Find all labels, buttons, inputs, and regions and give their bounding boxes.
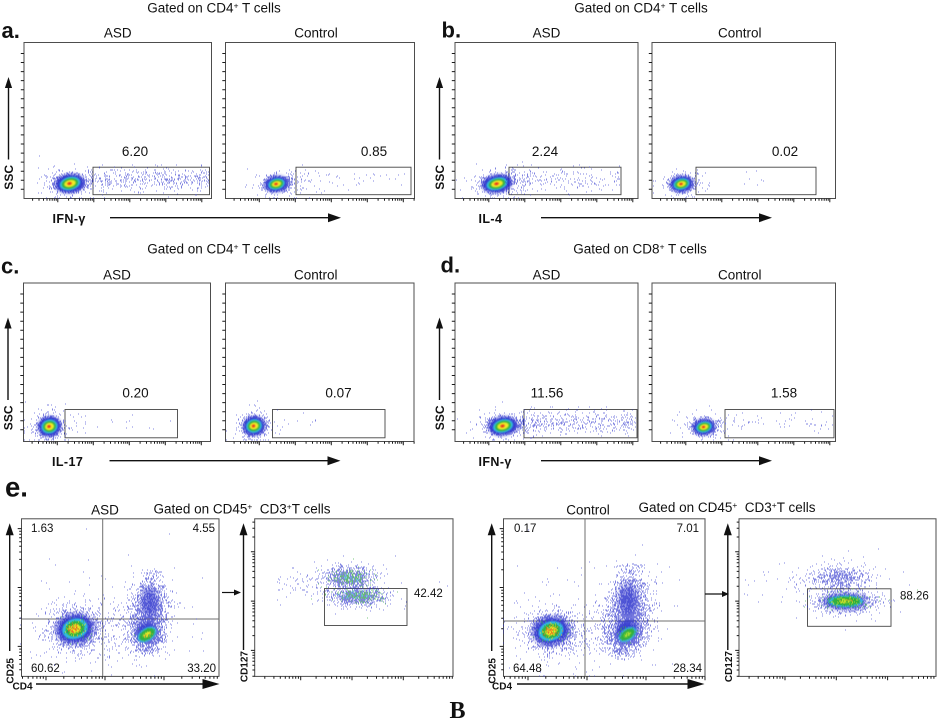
svg-text:ASD: ASD	[533, 26, 561, 41]
svg-text:CD127: CD127	[240, 651, 251, 683]
svg-text:ASD: ASD	[103, 268, 131, 283]
svg-text:Gated on CD4+​ T cells: Gated on CD4+​ T cells	[147, 1, 281, 16]
svg-text:4.55: 4.55	[193, 523, 215, 535]
svg-text:Gated on CD4+​ T cells: Gated on CD4+​ T cells	[574, 1, 708, 16]
svg-text:Gated on CD8+​ T cells: Gated on CD8+​ T cells	[573, 242, 707, 257]
svg-text:Control: Control	[718, 268, 762, 283]
svg-text:64.48: 64.48	[513, 663, 542, 675]
svg-text:60.62: 60.62	[31, 663, 60, 675]
svg-text:Control: Control	[294, 268, 338, 283]
svg-text:CD4: CD4	[492, 682, 512, 693]
svg-text:a.: a.	[2, 18, 20, 43]
svg-text:0.20: 0.20	[122, 386, 148, 401]
svg-text:7.01: 7.01	[677, 523, 699, 535]
svg-text:11.56: 11.56	[531, 386, 564, 401]
svg-text:c.: c.	[1, 254, 19, 279]
svg-text:28.34: 28.34	[673, 663, 702, 675]
svg-text:0.07: 0.07	[325, 386, 351, 401]
svg-text:e.: e.	[5, 472, 28, 503]
svg-text:Gated on CD45+​ CD3+​T cells: Gated on CD45+​ CD3+​T cells	[154, 502, 331, 517]
svg-text:ASD: ASD	[91, 503, 119, 518]
svg-text:IFN-γ: IFN-γ	[479, 455, 512, 469]
svg-text:CD25: CD25	[488, 658, 499, 684]
svg-text:IL-4: IL-4	[479, 212, 503, 226]
svg-text:Gated on CD45+​ CD3+​T cells: Gated on CD45+​ CD3+​T cells	[639, 500, 816, 515]
svg-text:6.20: 6.20	[122, 144, 148, 159]
svg-text:SSC: SSC	[433, 405, 447, 430]
svg-text:SSC: SSC	[2, 165, 16, 190]
svg-text:ASD: ASD	[533, 268, 561, 283]
svg-text:Gated on CD4+​ T cells: Gated on CD4+​ T cells	[147, 242, 281, 257]
svg-text:SSC: SSC	[433, 165, 447, 190]
svg-text:d.: d.	[441, 253, 461, 278]
svg-text:CD25: CD25	[6, 658, 17, 684]
svg-text:2.24: 2.24	[532, 144, 559, 159]
svg-text:0.17: 0.17	[514, 523, 536, 535]
svg-text:B: B	[449, 698, 465, 719]
svg-text:0.02: 0.02	[772, 144, 798, 159]
svg-text:Control: Control	[566, 503, 610, 518]
svg-text:88.26: 88.26	[900, 591, 929, 603]
svg-text:Control: Control	[718, 26, 762, 41]
svg-text:1.58: 1.58	[771, 386, 797, 401]
svg-text:b.: b.	[442, 17, 462, 42]
svg-text:0.85: 0.85	[361, 144, 387, 159]
svg-text:SSC: SSC	[2, 405, 16, 430]
svg-text:ASD: ASD	[104, 26, 132, 41]
svg-text:1.63: 1.63	[31, 523, 53, 535]
svg-text:33.20: 33.20	[187, 663, 216, 675]
svg-text:Control: Control	[294, 26, 338, 41]
svg-text:CD127: CD127	[724, 651, 735, 683]
svg-text:IL-17: IL-17	[52, 455, 83, 469]
svg-text:IFN-γ: IFN-γ	[53, 212, 86, 226]
svg-text:CD4: CD4	[13, 682, 33, 693]
svg-text:42.42: 42.42	[414, 588, 443, 600]
